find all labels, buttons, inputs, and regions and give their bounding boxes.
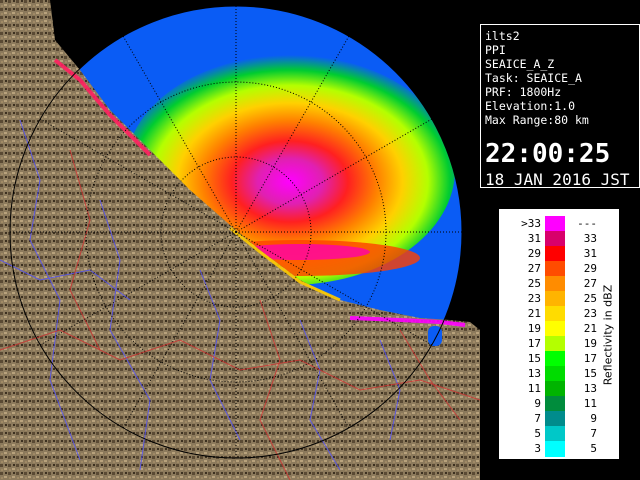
legend-upper-bound: 7 bbox=[590, 427, 597, 440]
legend-swatch bbox=[545, 381, 565, 397]
legend-lower-bound: 27 bbox=[527, 262, 541, 275]
legend-upper-bound: 33 bbox=[583, 232, 597, 245]
legend-row: 19 21 bbox=[507, 320, 597, 338]
legend-lower-bound: 21 bbox=[527, 307, 541, 320]
coastal-echo bbox=[53, 58, 466, 346]
legend-lower-bound: 9 bbox=[534, 397, 541, 410]
legend-lower-bound: 17 bbox=[527, 337, 541, 350]
boundary-lines bbox=[0, 149, 480, 480]
reflectivity-legend: >33 --- 31 33 29 31 27 29 25 27 23 25 21 23 19 21 17 19 15… bbox=[498, 208, 620, 460]
legend-swatch bbox=[545, 246, 565, 262]
legend-lower-bound: 31 bbox=[527, 232, 541, 245]
product-name: SEAICE_A_Z bbox=[485, 57, 555, 71]
legend-row: 11 13 bbox=[507, 380, 597, 398]
legend-row: >33 --- bbox=[507, 215, 597, 233]
legend-swatch bbox=[545, 426, 565, 442]
legend-upper-bound: 29 bbox=[583, 262, 597, 275]
legend-upper-bound: 31 bbox=[583, 247, 597, 260]
legend-swatch bbox=[545, 231, 565, 247]
legend-row: 27 29 bbox=[507, 260, 597, 278]
legend-upper-bound: --- bbox=[577, 217, 597, 230]
max-range-value: Max Range:80 km bbox=[485, 113, 589, 127]
legend-swatch bbox=[545, 441, 565, 457]
radar-info-panel: ilts2 PPI SEAICE_A_Z Task: SEAICE_A PRF:… bbox=[480, 24, 640, 189]
legend-unit: Reflectivity in dBZ bbox=[601, 209, 615, 461]
observation-time: 22:00:25 bbox=[485, 139, 611, 169]
legend-row: 21 23 bbox=[507, 305, 597, 323]
legend-lower-bound: 5 bbox=[534, 427, 541, 440]
legend-upper-bound: 23 bbox=[583, 307, 597, 320]
legend-swatch bbox=[545, 396, 565, 412]
prf-value: PRF: 1800Hz bbox=[485, 85, 562, 99]
legend-row: 17 19 bbox=[507, 335, 597, 353]
legend-lower-bound: 15 bbox=[527, 352, 541, 365]
legend-unit-label: Reflectivity in dBZ bbox=[601, 284, 615, 386]
legend-swatch bbox=[545, 306, 565, 322]
legend-swatch bbox=[545, 276, 565, 292]
legend-upper-bound: 15 bbox=[583, 367, 597, 380]
legend-upper-bound: 27 bbox=[583, 277, 597, 290]
legend-lower-bound: 3 bbox=[534, 442, 541, 455]
legend-upper-bound: 17 bbox=[583, 352, 597, 365]
legend-swatch bbox=[545, 321, 565, 337]
legend-upper-bound: 13 bbox=[583, 382, 597, 395]
legend-swatch bbox=[545, 261, 565, 277]
river-lines bbox=[0, 119, 401, 471]
legend-swatch bbox=[545, 411, 565, 427]
legend-lower-bound: 23 bbox=[527, 292, 541, 305]
legend-swatch bbox=[545, 291, 565, 307]
elevation-value: Elevation:1.0 bbox=[485, 99, 576, 113]
legend-upper-bound: 21 bbox=[583, 322, 597, 335]
legend-row: 31 33 bbox=[507, 230, 597, 248]
legend-row: 13 15 bbox=[507, 365, 597, 383]
legend-upper-bound: 11 bbox=[583, 397, 597, 410]
legend-swatch bbox=[545, 351, 565, 367]
task-name: Task: SEAICE_A bbox=[485, 71, 582, 85]
legend-lower-bound: 13 bbox=[527, 367, 541, 380]
legend-row: 25 27 bbox=[507, 275, 597, 293]
radar-ppi-map bbox=[0, 0, 480, 480]
legend-upper-bound: 5 bbox=[590, 442, 597, 455]
legend-row: 23 25 bbox=[507, 290, 597, 308]
legend-row: 29 31 bbox=[507, 245, 597, 263]
legend-swatch bbox=[545, 216, 565, 232]
legend-lower-bound: >33 bbox=[521, 217, 541, 230]
legend-upper-bound: 19 bbox=[583, 337, 597, 350]
radar-name: ilts2 bbox=[485, 29, 520, 43]
legend-lower-bound: 11 bbox=[527, 382, 541, 395]
legend-swatch bbox=[545, 366, 565, 382]
legend-lower-bound: 19 bbox=[527, 322, 541, 335]
legend-swatch bbox=[545, 336, 565, 352]
scan-mode: PPI bbox=[485, 43, 506, 57]
legend-upper-bound: 9 bbox=[590, 412, 597, 425]
legend-upper-bound: 25 bbox=[583, 292, 597, 305]
legend-lower-bound: 29 bbox=[527, 247, 541, 260]
observation-date: 18 JAN 2016 JST bbox=[485, 170, 630, 189]
legend-lower-bound: 7 bbox=[534, 412, 541, 425]
legend-row: 9 11 bbox=[507, 395, 597, 413]
legend-lower-bound: 25 bbox=[527, 277, 541, 290]
legend-row: 15 17 bbox=[507, 350, 597, 368]
